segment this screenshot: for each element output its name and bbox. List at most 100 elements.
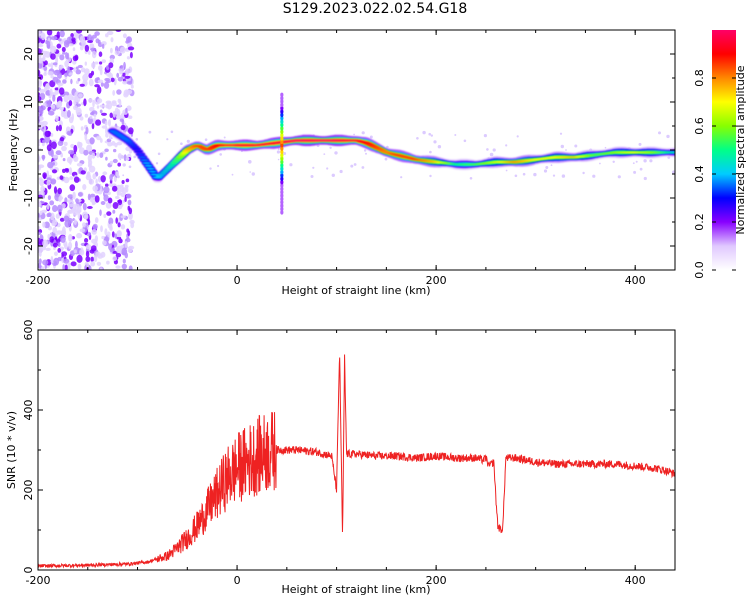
noise-speck — [49, 88, 53, 97]
noise-speck — [64, 243, 68, 250]
noise-speck — [91, 34, 97, 39]
noise-speck — [85, 174, 92, 181]
noise-speck — [99, 152, 104, 158]
noise-speck — [70, 143, 75, 149]
noise-speck — [58, 197, 62, 202]
noise-speck — [433, 140, 437, 144]
snr-x-tick-label: 200 — [426, 574, 447, 587]
noise-speck — [63, 141, 68, 146]
noise-speck — [87, 193, 91, 201]
spike-mark — [280, 99, 284, 104]
noise-speck — [79, 45, 84, 51]
noise-speck — [38, 231, 42, 236]
noise-speck — [63, 91, 70, 96]
noise-speck — [46, 144, 52, 152]
noise-speck — [125, 89, 133, 95]
ridge-peak-layer — [108, 129, 675, 179]
ridge-peak — [173, 157, 183, 160]
noise-speck — [38, 69, 41, 77]
noise-speck — [115, 265, 121, 269]
spectrogram-y-tick-label: -20 — [22, 237, 35, 255]
noise-speck — [117, 76, 123, 82]
noise-speck — [97, 79, 104, 84]
spike-mark — [280, 193, 284, 198]
noise-speck — [120, 155, 124, 159]
noise-speck — [125, 107, 128, 113]
snr-x-tick-label: -200 — [26, 574, 51, 587]
noise-speck — [75, 107, 82, 116]
noise-speck — [339, 169, 343, 174]
noise-speck — [42, 154, 45, 161]
noise-speck — [552, 174, 556, 177]
noise-speck — [70, 78, 73, 85]
noise-speck — [52, 62, 58, 66]
noise-speck — [94, 31, 100, 36]
noise-speck — [110, 47, 113, 54]
noise-speck — [384, 157, 388, 161]
spike-mark — [280, 163, 284, 168]
noise-speck — [38, 139, 41, 144]
noise-speck — [38, 164, 45, 169]
noise-speck — [45, 247, 51, 251]
noise-speck — [51, 104, 55, 110]
noise-speck — [91, 152, 96, 159]
noise-speck — [90, 245, 97, 252]
noise-speck — [109, 223, 113, 230]
noise-speck — [57, 248, 61, 253]
noise-speck — [117, 162, 121, 167]
noise-speck — [124, 75, 131, 79]
noise-speck — [331, 173, 335, 177]
noise-speck — [69, 176, 74, 180]
noise-speck — [128, 127, 134, 135]
noise-speck — [428, 132, 432, 136]
ridge-peak — [126, 142, 136, 145]
noise-speck — [38, 194, 43, 198]
noise-speck — [101, 235, 105, 240]
noise-speck — [148, 130, 152, 134]
noise-speck — [85, 250, 90, 258]
ridge-peak — [177, 153, 187, 156]
spike-mark — [280, 190, 284, 195]
spectrogram-x-tick-label: 200 — [426, 274, 447, 287]
snr-y-label: SNR (10 * v/v) — [5, 411, 18, 489]
noise-speck — [52, 242, 58, 248]
noise-speck — [102, 240, 107, 246]
spectrogram-noise — [38, 30, 675, 270]
noise-speck — [49, 236, 54, 243]
noise-speck — [94, 195, 100, 203]
ridge-peak — [140, 159, 149, 162]
noise-speck — [129, 51, 133, 59]
snr-y-ticks: 0 200 400 600 — [22, 320, 675, 574]
noise-speck — [92, 223, 98, 230]
noise-speck — [47, 63, 52, 67]
spike-mark — [280, 183, 284, 188]
noise-speck — [61, 251, 68, 257]
noise-speck — [88, 73, 93, 79]
noise-speck — [96, 135, 102, 141]
colorbar-tick-label: 0.4 — [693, 165, 706, 183]
noise-speck — [66, 110, 71, 118]
noise-speck — [53, 186, 58, 194]
colorbar: 0.0 0.2 0.4 0.6 0.8 Normalized spectral ampl… — [693, 30, 747, 279]
noise-speck — [522, 172, 526, 176]
noise-speck — [483, 134, 487, 138]
noise-speck — [39, 88, 45, 94]
ridge-peak — [134, 150, 143, 153]
noise-speck — [92, 99, 95, 108]
noise-speck — [116, 72, 120, 78]
noise-speck — [76, 254, 83, 263]
spike-mark — [280, 180, 284, 185]
noise-speck — [489, 152, 494, 157]
noise-speck — [106, 260, 110, 265]
noise-speck — [38, 226, 41, 230]
noise-speck — [59, 175, 64, 180]
noise-speck — [61, 203, 66, 209]
noise-speck — [128, 165, 132, 169]
noise-speck — [125, 186, 129, 193]
noise-speck — [77, 211, 81, 220]
noise-speck — [109, 248, 113, 253]
noise-speck — [430, 134, 433, 137]
noise-speck — [43, 125, 46, 132]
noise-speck — [516, 135, 519, 138]
colorbar-tick-label: 0.8 — [693, 69, 706, 87]
